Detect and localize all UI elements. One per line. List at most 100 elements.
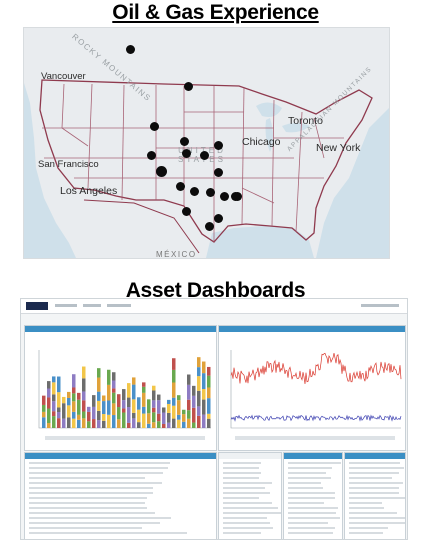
map-label-new-york: New York [316,142,361,154]
map-marker [213,213,223,223]
bar-segment [192,385,196,396]
map-label-toronto: Toronto [288,115,324,127]
bar-segment [92,406,96,420]
map-marker [204,221,214,231]
bar-segment [192,422,196,428]
bar-segment [97,410,101,421]
bar-segment [102,420,106,428]
map-marker [189,186,199,196]
bar-segment [182,409,186,415]
bar-segment [92,419,96,428]
bar-segment [52,394,56,402]
bar-segment [107,384,111,401]
bar-segment [207,413,211,419]
bar-segment [57,418,61,428]
bar-segment [72,374,76,388]
bar-segment [42,395,46,405]
bar-segment [142,386,146,393]
bar-segment [137,409,141,423]
bar-segment [82,391,86,401]
bar-segment [67,405,71,418]
bar-segment [162,407,166,413]
map-marker [183,81,193,91]
oil-gas-experience-map: ROCKY MOUNTAINS Vancouver Toronto Chicag… [23,27,390,259]
bar-segment [107,414,111,428]
map-marker [155,165,167,177]
bar-segment [72,411,76,419]
dashboard-top-bar [21,299,407,314]
bar-segment [62,403,66,419]
bar-segment [42,411,46,418]
bar-segment [172,382,176,398]
map-label-los-angeles: Los Angeles [60,185,118,197]
bar-segment [137,422,141,428]
dashboard-panel-table-a [218,452,282,539]
bar-segment [87,421,91,428]
bar-segment [72,387,76,394]
bar-segment [177,414,181,420]
bar-segment [157,394,161,401]
bar-segment [62,418,66,428]
bar-segment [82,400,86,412]
bar-segment [132,399,136,413]
bar-segment [112,372,116,381]
bar-segment [127,397,131,408]
bar-segment [82,378,86,392]
bar-segment [87,406,91,412]
bar-segment [197,390,201,407]
bar-segment [162,423,166,428]
bar-segment [132,412,136,419]
bar-segment [182,414,186,422]
map-label-united-states: UNITED STATES [178,146,226,164]
bar-segment [47,388,51,398]
bar-segment [127,407,131,423]
bar-segment [117,419,121,428]
bar-segment [172,418,176,428]
bar-segment [152,390,156,401]
bar-segment [57,407,61,413]
bar-segment [192,395,196,408]
bar-segment [132,384,136,400]
dashboard-panel-table-b [283,452,343,539]
bar-segment [177,395,181,401]
bar-segment [72,393,76,402]
bar-segment [122,412,126,428]
map-label-mexico: MÉXICO [156,250,197,259]
map-marker [205,187,215,197]
bar-segment [152,422,156,428]
bar-segment [147,423,151,428]
bar-segment [172,358,176,370]
bar-segment [97,391,101,401]
map-section-title: Oil & Gas Experience [112,1,319,24]
bar-segment [52,416,56,428]
bar-segment [57,376,61,393]
map-marker [213,140,223,150]
bar-segment [187,374,191,385]
bar-segment [112,380,116,389]
bar-segment [47,408,51,424]
bar-segment [67,417,71,428]
dashboard-logo [26,302,48,310]
asset-dashboard-screenshot [20,298,408,540]
bar-segment [62,396,66,404]
bar-segment [52,411,56,417]
bar-segment [152,407,156,413]
bar-segment [77,419,81,428]
map-marker [149,121,159,131]
bar-segment [207,398,211,414]
bar-segment [77,414,81,420]
series-line [230,414,402,422]
bar-segment [167,412,171,423]
line-chart [230,350,402,440]
bar-segment [167,399,171,404]
bar-segment [82,418,86,428]
map-marker [181,148,191,158]
map-label-chicago: Chicago [242,136,281,148]
bar-segment [172,397,176,406]
bar-segment [132,418,136,428]
bar-segment [177,400,181,415]
bar-segment [142,413,146,428]
dashboard-panel-table-left [24,452,217,539]
map-marker [175,181,185,191]
bar-segment [187,384,191,400]
